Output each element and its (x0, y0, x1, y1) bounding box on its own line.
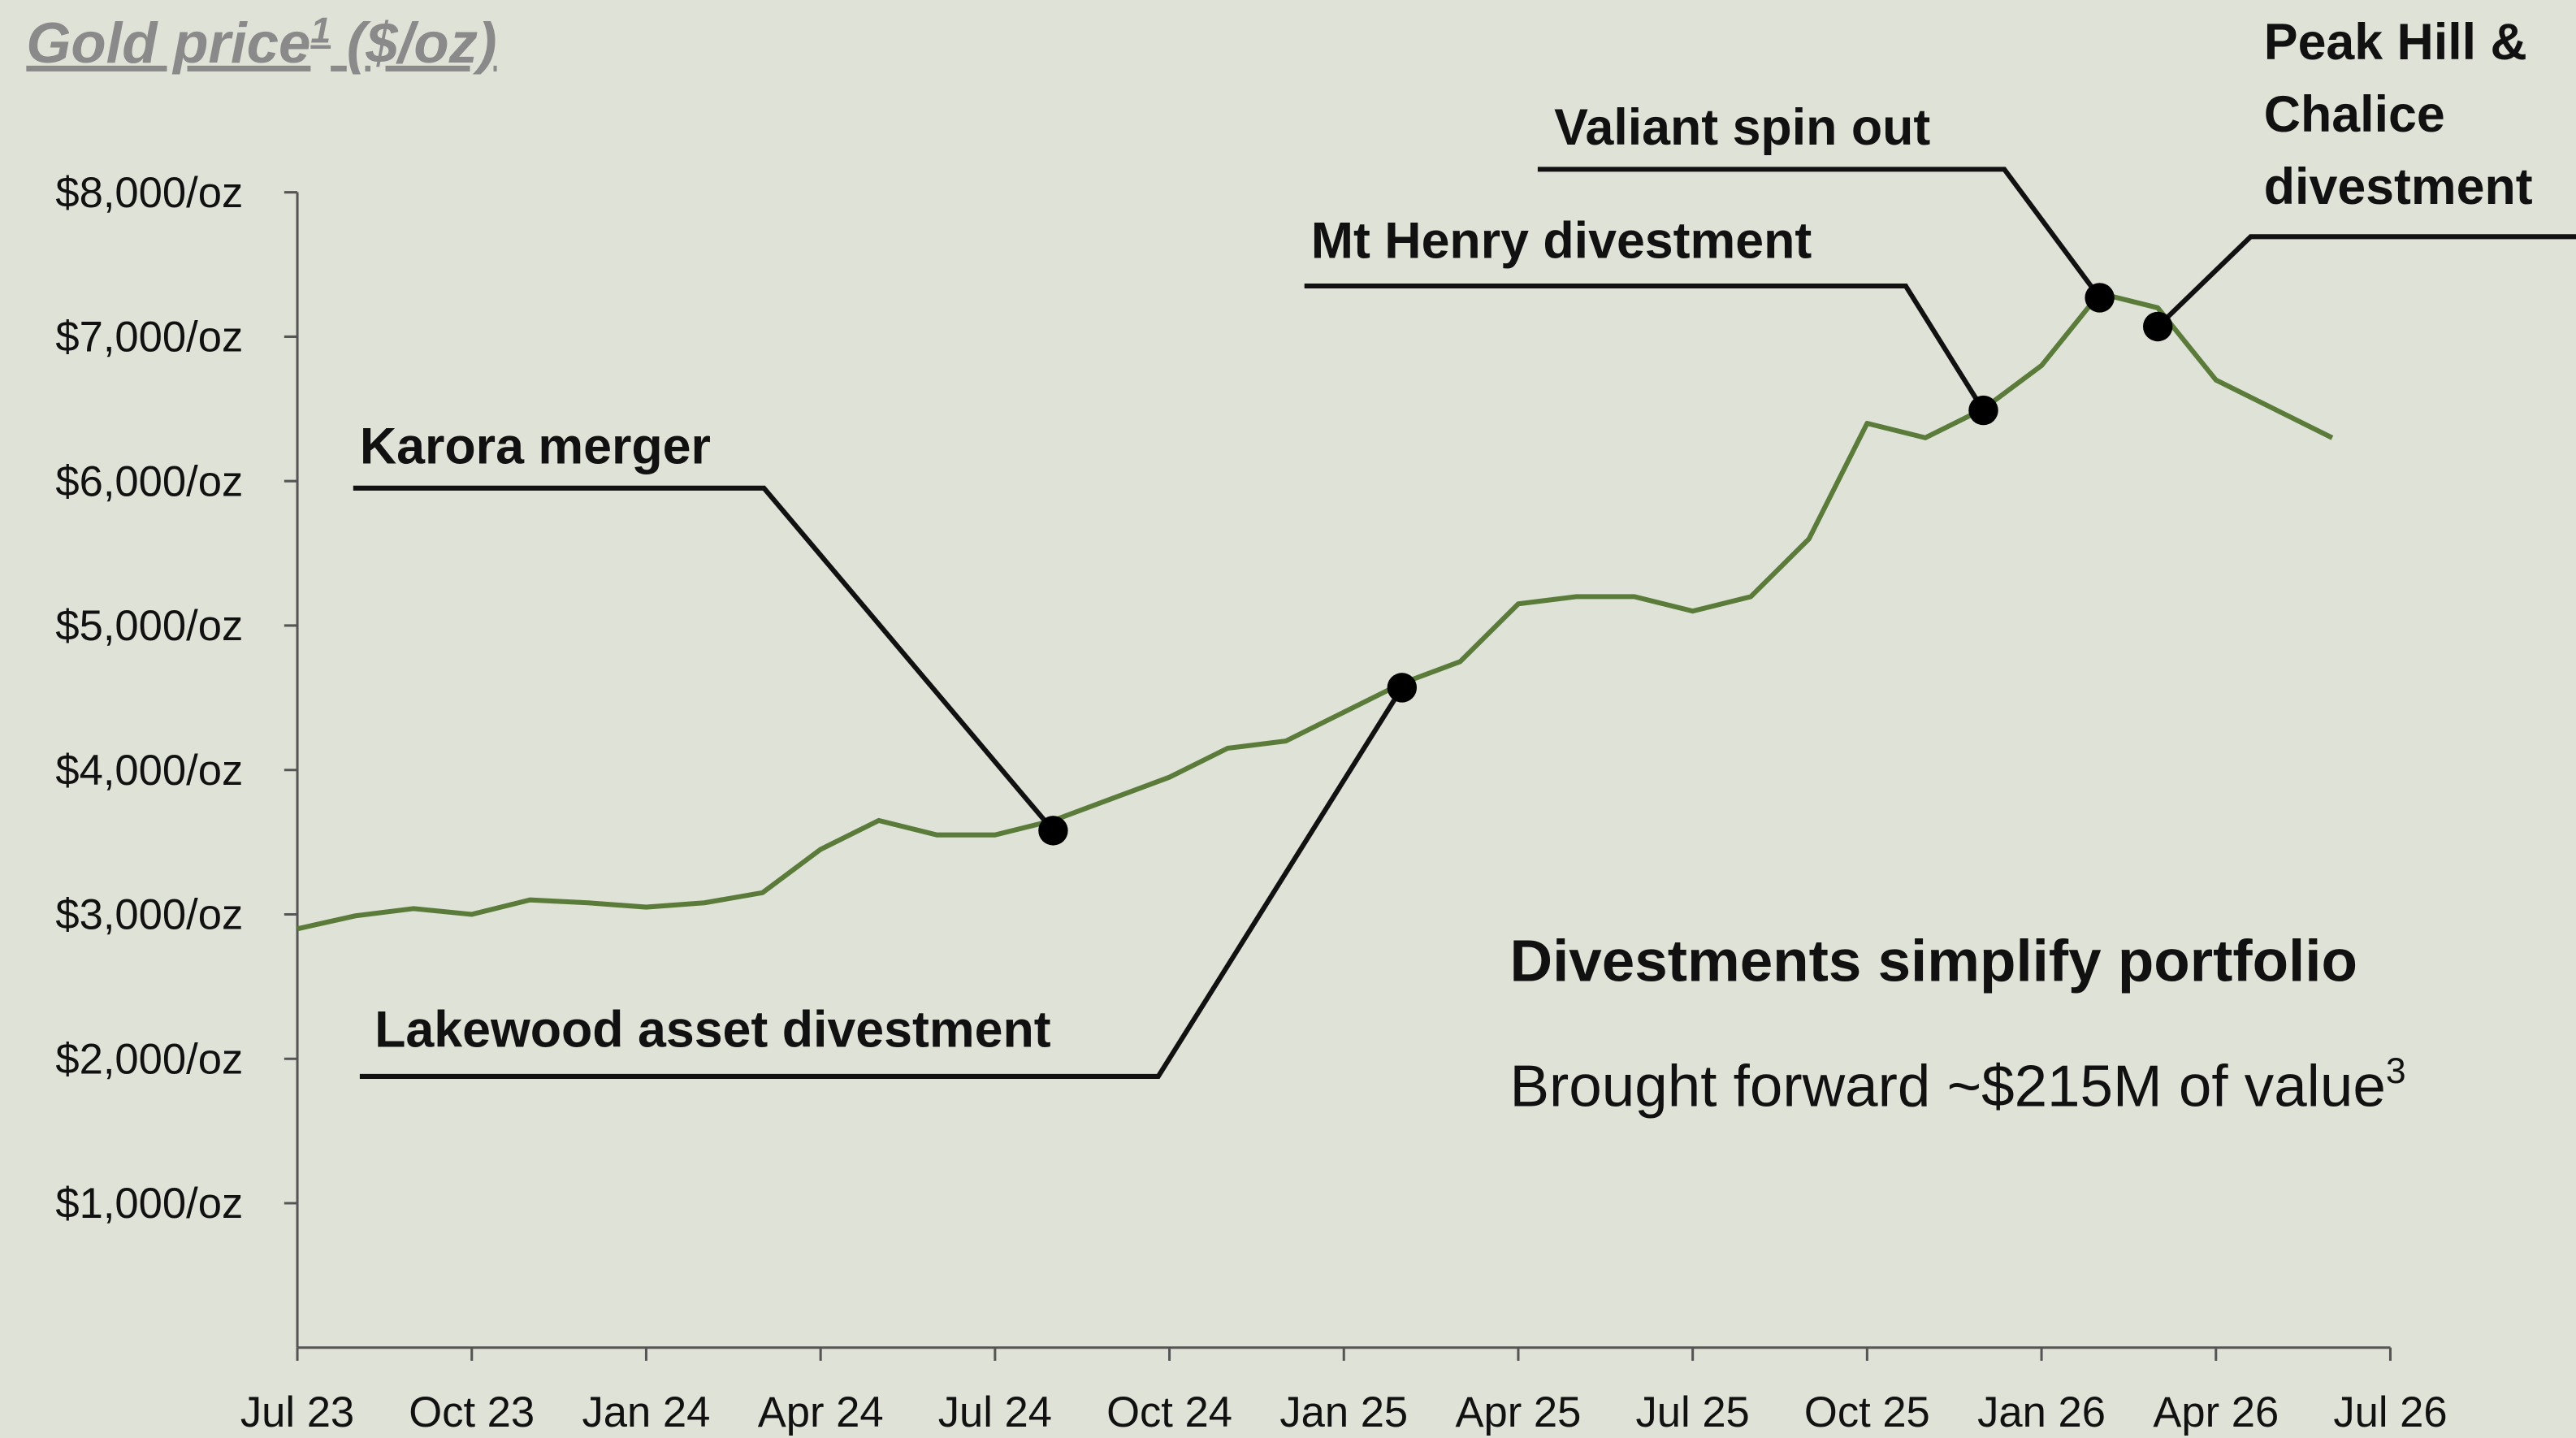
title-superscript: 1 (310, 11, 331, 51)
y-tick-label: $8,000/oz (55, 169, 243, 217)
x-tick-label: Jul 26 (2333, 1388, 2447, 1436)
y-tick-label: $4,000/oz (55, 747, 243, 795)
y-tick-label: $5,000/oz (55, 602, 243, 650)
annotation-line: Lakewood asset divestment (374, 1002, 1051, 1059)
annotation-line: divestment (2264, 158, 2533, 215)
annotation-line: Peak Hill & (2264, 14, 2527, 71)
title-text: Gold price (26, 11, 310, 76)
callout-heading: Divestments simplify portfolio (1510, 929, 2357, 994)
leader-line (359, 686, 1405, 1080)
event-dot (2143, 311, 2173, 342)
annotation-label: Valiant spin out (1554, 99, 1930, 156)
annotation-label: Karora merger (360, 418, 711, 474)
x-tick-label: Oct 25 (1804, 1388, 1930, 1436)
y-tick-label: $3,000/oz (55, 891, 243, 939)
x-tick-label: Jul 23 (240, 1388, 354, 1436)
x-tick-label: Apr 25 (1456, 1388, 1582, 1436)
x-tick-label: Apr 24 (758, 1388, 884, 1436)
x-tick-label: Oct 24 (1106, 1388, 1232, 1436)
x-tick-label: Jan 25 (1279, 1388, 1408, 1436)
title-unit: ($/oz) (347, 11, 497, 76)
annotation-line: Chalice (2264, 86, 2445, 143)
x-tick-label: Oct 23 (409, 1388, 535, 1436)
callout-text: Brought forward ~$215M of value3 (1510, 1051, 2406, 1119)
leader-line (2156, 234, 2576, 329)
annotation-line: Karora merger (360, 418, 711, 474)
annotation-label: Peak Hill & Chalice divestment (2264, 14, 2533, 215)
annotation-line: Valiant spin out (1554, 99, 1930, 156)
x-tick-label: Jan 26 (1977, 1388, 2106, 1436)
leader-line (1304, 283, 1986, 412)
y-tick-label: $6,000/oz (55, 457, 243, 505)
event-dot (1038, 816, 1068, 846)
event-dot (1968, 395, 1998, 426)
event-dot (2085, 283, 2115, 313)
x-tick-label: Jul 25 (1636, 1388, 1750, 1436)
event-dot (1387, 673, 1418, 703)
y-tick-label: $7,000/oz (55, 314, 243, 362)
annotation-line: Mt Henry divestment (1311, 213, 1812, 270)
leader-line (1537, 167, 2102, 300)
leader-line (353, 485, 1055, 833)
y-tick-label: $1,000/oz (55, 1180, 243, 1228)
price-line (297, 291, 2334, 932)
annotation-label: Lakewood asset divestment (374, 1002, 1051, 1059)
x-tick-label: Apr 26 (2153, 1388, 2279, 1436)
y-tick-label: $2,000/oz (55, 1035, 243, 1083)
x-tick-label: Jan 24 (582, 1388, 711, 1436)
chart-title: Gold price1 ($/oz) (26, 11, 496, 76)
callout-superscript: 3 (2386, 1051, 2406, 1091)
annotation-label: Mt Henry divestment (1311, 213, 1812, 270)
callout-body: Brought forward ~$215M of value (1510, 1053, 2386, 1119)
x-tick-label: Jul 24 (938, 1388, 1052, 1436)
